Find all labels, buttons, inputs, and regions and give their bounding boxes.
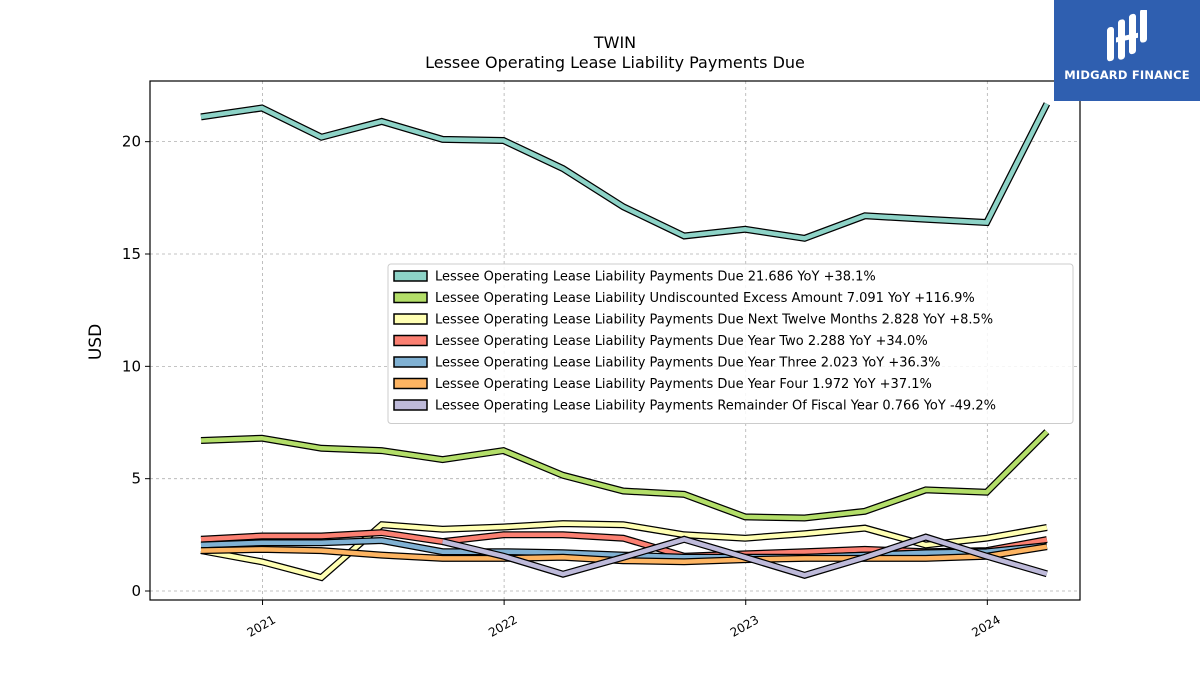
x-tick-label: 2023 xyxy=(728,612,761,639)
y-tick-label: 5 xyxy=(131,470,141,488)
legend-swatch-3 xyxy=(393,313,428,325)
legend-swatch-6 xyxy=(393,377,428,390)
logo-text: MIDGARD FINANCE xyxy=(1064,68,1190,82)
series-line-1 xyxy=(200,102,1049,241)
series-lines xyxy=(200,102,1051,582)
y-tick-label: 15 xyxy=(122,245,141,263)
plot-frame xyxy=(149,80,1081,601)
legend-box xyxy=(387,263,1074,424)
x-tick-label: 2024 xyxy=(969,612,1002,639)
legend-label-6: Lessee Operating Lease Liability Payment… xyxy=(435,377,932,392)
x-tick-label: 2022 xyxy=(486,612,519,639)
legend-label-1: Lessee Operating Lease Liability Payment… xyxy=(435,270,876,285)
legend-swatch-7 xyxy=(393,399,428,411)
y-tick-label: 20 xyxy=(122,133,141,151)
series-line-7 xyxy=(442,534,1048,578)
brand-logo: MIDGARD FINANCE xyxy=(1054,0,1200,101)
logo-icon xyxy=(1107,10,1147,62)
chart-subtitle: Lessee Operating Lease Liability Payment… xyxy=(425,53,805,72)
legend-label-2: Lessee Operating Lease Liability Undisco… xyxy=(435,291,975,306)
y-axis-label: USD xyxy=(86,324,106,360)
legend-swatch-1 xyxy=(393,270,428,282)
series-line-3 xyxy=(200,521,1048,580)
chart-title: TWIN xyxy=(593,33,636,52)
legend: Lessee Operating Lease Liability Payment… xyxy=(387,263,1074,424)
series-line-2 xyxy=(200,430,1049,521)
legend-label-5: Lessee Operating Lease Liability Payment… xyxy=(435,356,941,371)
legend-swatch-4 xyxy=(393,334,428,347)
legend-label-3: Lessee Operating Lease Liability Payment… xyxy=(435,313,993,328)
legend-swatch-2 xyxy=(393,291,428,304)
legend-label-7: Lessee Operating Lease Liability Payment… xyxy=(435,399,996,414)
legend-swatch-5 xyxy=(393,356,428,368)
legend-label-4: Lessee Operating Lease Liability Payment… xyxy=(435,334,928,349)
series-outline-2 xyxy=(200,429,1050,522)
y-tick-label: 10 xyxy=(122,357,141,375)
y-tick-label: 0 xyxy=(131,582,141,600)
x-tick-label: 2021 xyxy=(245,612,278,639)
